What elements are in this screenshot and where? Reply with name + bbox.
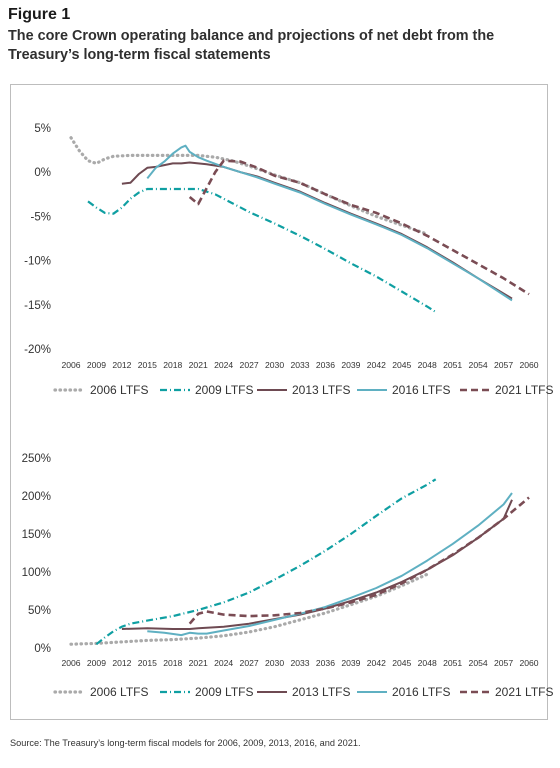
x-tick-label: 2042 bbox=[367, 658, 386, 668]
operating-balance-chart: 5% 0% -5% -10% -15% -20% 2006 2009 2012 2015 2018 2… bbox=[24, 123, 553, 397]
x-tick-label: 2036 bbox=[316, 658, 335, 668]
x-tick-label: 2021 bbox=[189, 360, 208, 370]
x-tick-label: 2030 bbox=[265, 658, 284, 668]
source-note: Source: The Treasury’s long-term fiscal … bbox=[10, 738, 361, 748]
x-tick-label: 2033 bbox=[290, 360, 309, 370]
chart-frame bbox=[10, 84, 548, 720]
y-tick-label: 5% bbox=[34, 123, 51, 135]
figure-title: The core Crown operating balance and pro… bbox=[8, 28, 495, 63]
series-line-2009-ltfs bbox=[95, 478, 437, 646]
legend-item: 2021 LTFS bbox=[460, 383, 553, 397]
x-tick-label: 2054 bbox=[469, 360, 488, 370]
x-tick-label: 2051 bbox=[443, 360, 462, 370]
legend-item: 2009 LTFS bbox=[160, 685, 253, 699]
series-line-2021-ltfs bbox=[188, 159, 530, 296]
x-tick-label: 2051 bbox=[443, 658, 462, 668]
x-tick-label: 2006 bbox=[61, 658, 80, 668]
x-tick-label: 2015 bbox=[138, 658, 157, 668]
legend-label: 2013 LTFS bbox=[292, 685, 350, 699]
series-line-2006-ltfs bbox=[69, 572, 429, 646]
x-tick-label: 2012 bbox=[112, 658, 131, 668]
legend-label: 2016 LTFS bbox=[392, 383, 450, 397]
x-tick-label: 2021 bbox=[189, 658, 208, 668]
legend-label: 2009 LTFS bbox=[195, 685, 253, 699]
legend-item: 2009 LTFS bbox=[160, 383, 253, 397]
legend-label: 2021 LTFS bbox=[495, 383, 553, 397]
legend-label: 2009 LTFS bbox=[195, 383, 253, 397]
legend-label: 2006 LTFS bbox=[90, 383, 148, 397]
x-tick-label: 2039 bbox=[341, 360, 360, 370]
y-tick-label: -5% bbox=[31, 211, 51, 223]
legend-item: 2013 LTFS bbox=[257, 685, 350, 699]
legend-label: 2006 LTFS bbox=[90, 685, 148, 699]
y-tick-label: -10% bbox=[24, 256, 51, 268]
x-tick-label: 2027 bbox=[240, 658, 259, 668]
legend-label: 2021 LTFS bbox=[495, 685, 553, 699]
x-tick-label: 2033 bbox=[290, 658, 309, 668]
x-tick-label: 2009 bbox=[87, 360, 106, 370]
x-tick-label: 2045 bbox=[392, 658, 411, 668]
x-tick-label: 2054 bbox=[469, 658, 488, 668]
x-tick-label: 2009 bbox=[87, 658, 106, 668]
x-tick-label: 2045 bbox=[392, 360, 411, 370]
y-tick-label: -20% bbox=[24, 344, 51, 356]
series-line-2009-ltfs bbox=[87, 187, 437, 313]
series-line-2016-ltfs bbox=[146, 144, 513, 302]
legend-item: 2006 LTFS bbox=[53, 685, 148, 699]
legend-item: 2021 LTFS bbox=[460, 685, 553, 699]
x-tick-label: 2030 bbox=[265, 360, 284, 370]
series-line-2013-ltfs bbox=[121, 499, 513, 630]
x-tick-label: 2042 bbox=[367, 360, 386, 370]
x-tick-label: 2048 bbox=[418, 658, 437, 668]
series-line-2006-ltfs bbox=[69, 136, 429, 236]
y-tick-label: 200% bbox=[22, 491, 51, 503]
y-tick-label: 50% bbox=[28, 605, 51, 617]
y-tick-label: 100% bbox=[22, 567, 51, 579]
legend-label: 2013 LTFS bbox=[292, 383, 350, 397]
legend-item: 2006 LTFS bbox=[53, 383, 148, 397]
y-tick-label: 0% bbox=[34, 643, 51, 655]
x-tick-label: 2018 bbox=[163, 360, 182, 370]
legend-item: 2013 LTFS bbox=[257, 383, 350, 397]
x-tick-label: 2057 bbox=[494, 658, 513, 668]
legend-item: 2016 LTFS bbox=[357, 383, 450, 397]
y-tick-label: 250% bbox=[22, 453, 51, 465]
series-line-2021-ltfs bbox=[188, 496, 530, 625]
x-tick-label: 2057 bbox=[494, 360, 513, 370]
x-tick-label: 2048 bbox=[418, 360, 437, 370]
x-tick-label: 2018 bbox=[163, 658, 182, 668]
legend-item: 2016 LTFS bbox=[357, 685, 450, 699]
x-tick-label: 2024 bbox=[214, 658, 233, 668]
y-tick-label: 0% bbox=[34, 167, 51, 179]
figure-label: Figure 1 bbox=[8, 6, 71, 23]
y-tick-label: 150% bbox=[22, 529, 51, 541]
x-tick-label: 2024 bbox=[214, 360, 233, 370]
x-tick-label: 2060 bbox=[519, 658, 538, 668]
x-tick-label: 2015 bbox=[138, 360, 157, 370]
legend-label: 2016 LTFS bbox=[392, 685, 450, 699]
x-tick-label: 2036 bbox=[316, 360, 335, 370]
x-tick-label: 2006 bbox=[61, 360, 80, 370]
x-tick-label: 2027 bbox=[240, 360, 259, 370]
y-tick-label: -15% bbox=[24, 300, 51, 312]
x-tick-label: 2060 bbox=[519, 360, 538, 370]
x-tick-label: 2012 bbox=[112, 360, 131, 370]
x-tick-label: 2039 bbox=[341, 658, 360, 668]
